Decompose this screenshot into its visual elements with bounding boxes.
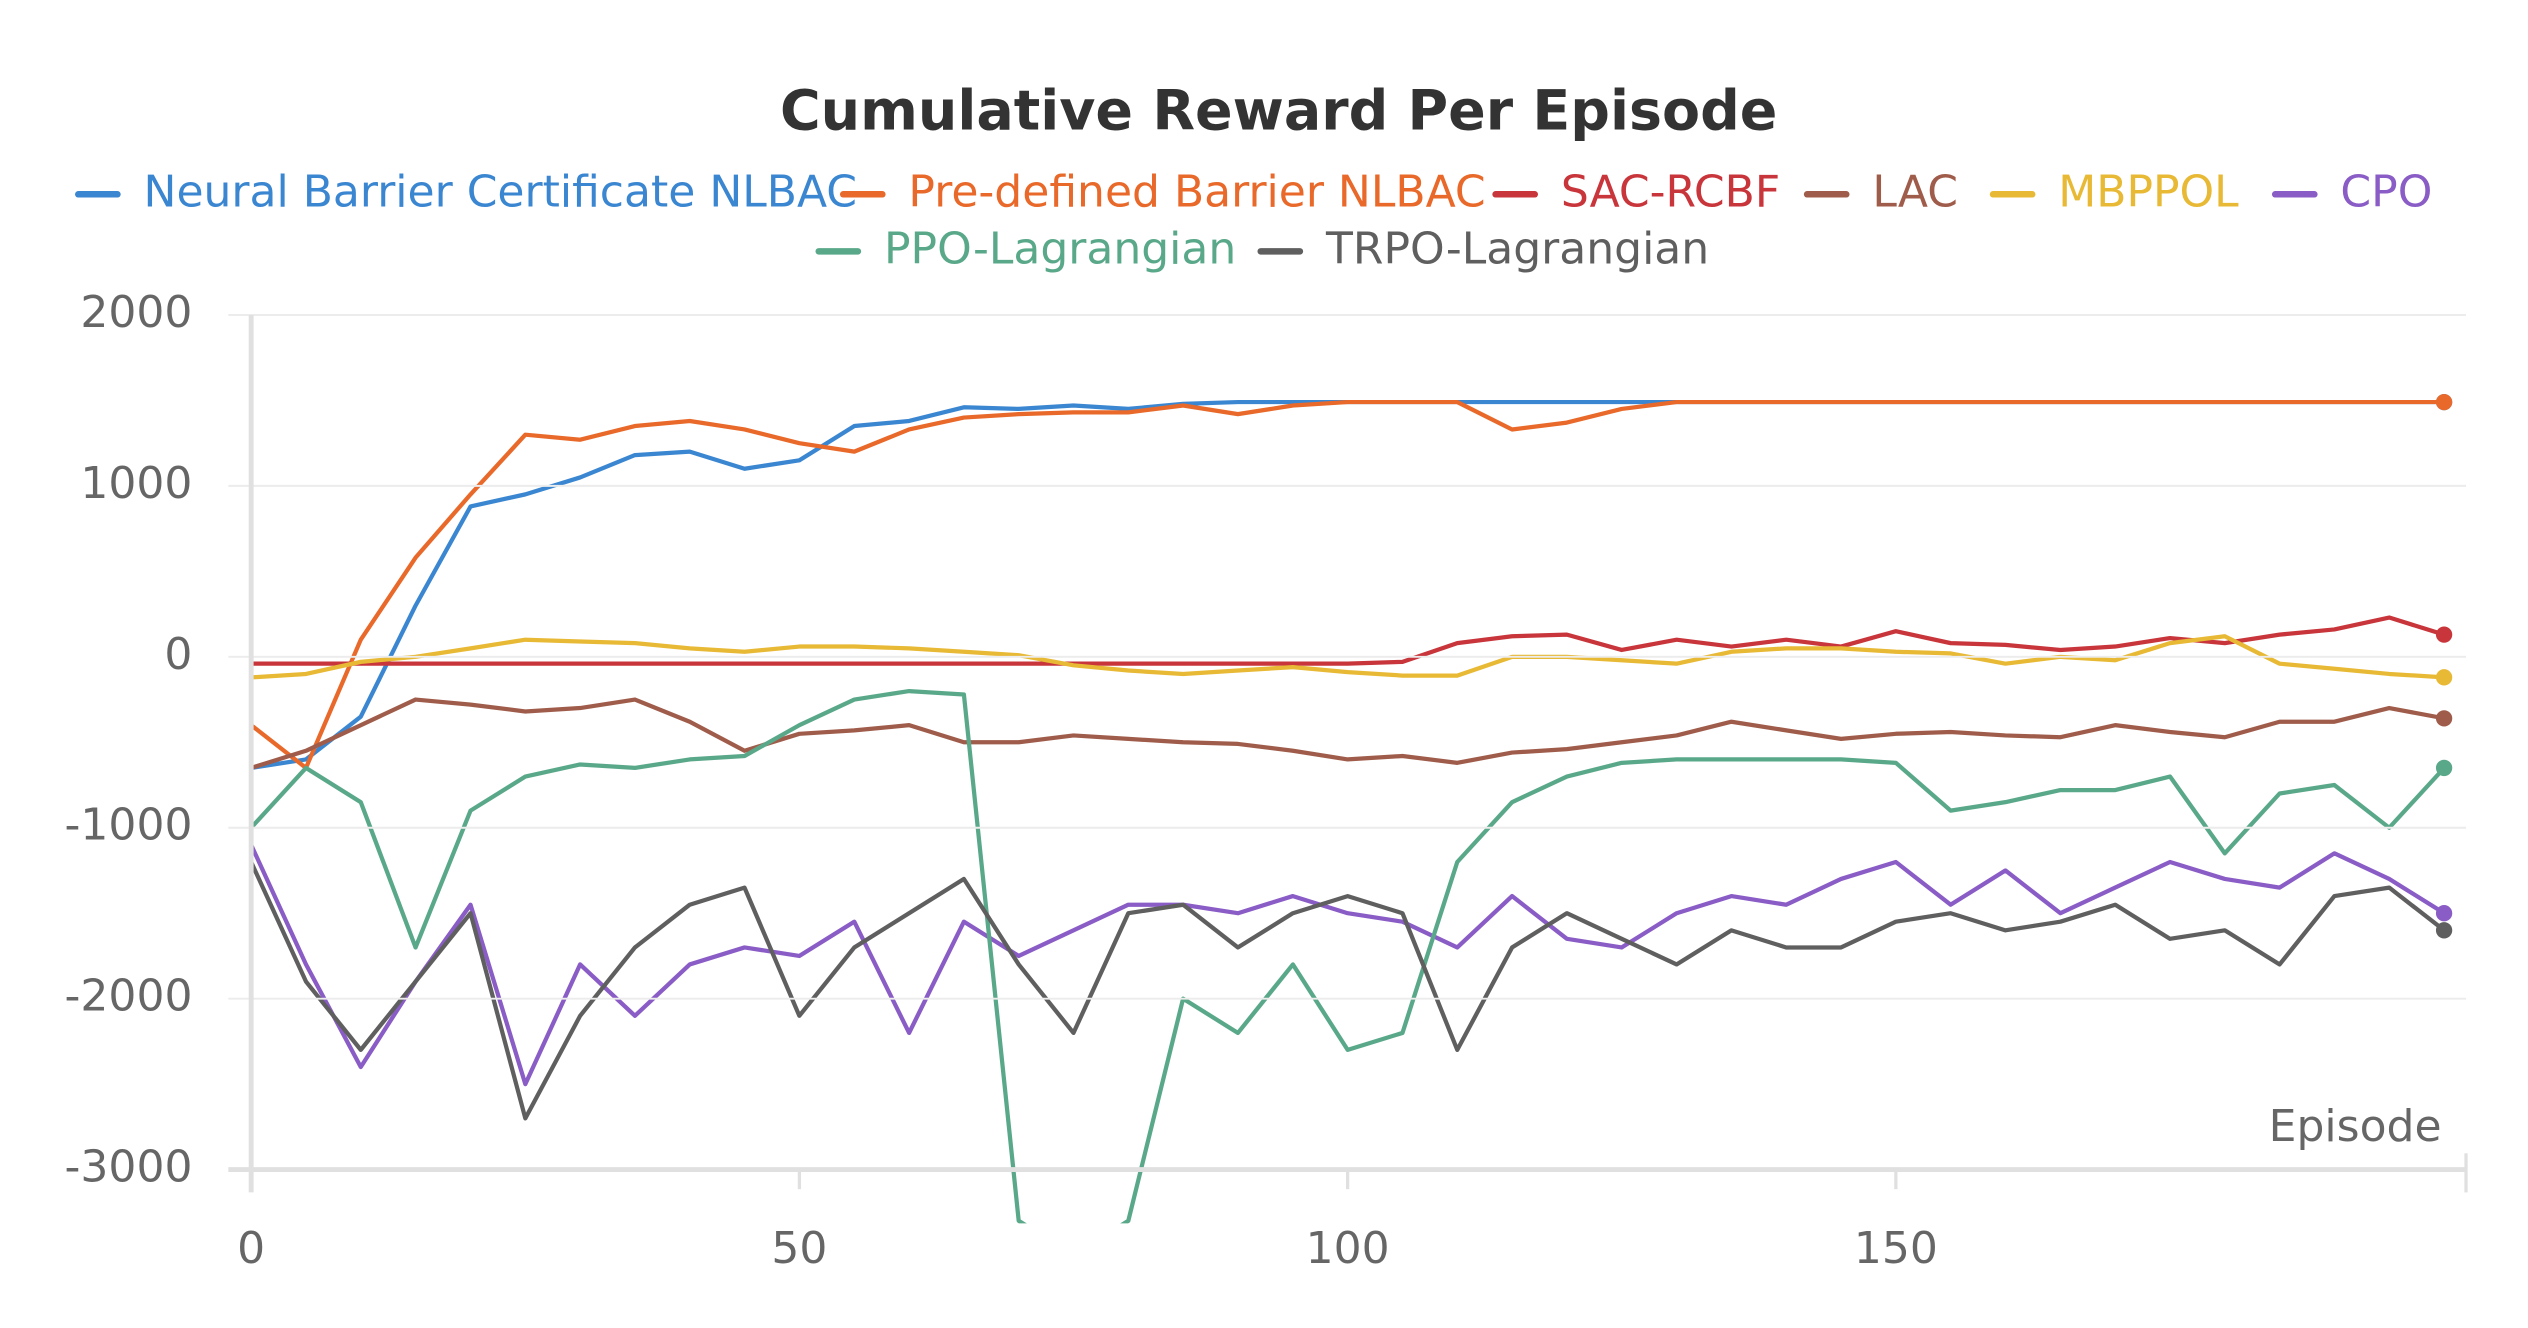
x-tick-label: 100 [1306,1223,1390,1274]
chart-title: Cumulative Reward Per Episode [780,79,1777,143]
legend-label: Pre-defined Barrier NLBAC [908,166,1485,217]
end-point [2435,710,2453,727]
series-line [249,688,2446,1224]
x-tick-label: 50 [771,1223,827,1274]
x-tick-label: 150 [1854,1223,1938,1274]
y-tick-label: -2000 [65,971,193,1022]
legend-label: SAC-RCBF [1561,166,1780,217]
x-tick-label: 0 [237,1223,265,1274]
y-tick-label: -1000 [65,800,193,851]
series-line [251,634,2445,680]
end-point [2435,393,2453,411]
y-tick-label: 0 [164,629,192,680]
series-line [249,399,2445,771]
y-tick-label: 1000 [80,458,192,509]
legend-label: MBPPOL [2058,166,2239,217]
plot-area [249,393,2453,1224]
x-axis-label: Episode [2269,1101,2442,1152]
series-line [251,615,2445,666]
end-point [2435,669,2453,686]
legend-label: LAC [1872,166,1958,217]
end-point [2435,626,2453,643]
end-point [2435,759,2453,777]
y-tick-label: 2000 [80,287,192,338]
series-line [249,861,2446,1121]
legend-label: Neural Barrier Certificate NLBAC [144,166,858,217]
legend-label: TRPO-Lagrangian [1325,223,1709,274]
legend-label: PPO-Lagrangian [884,223,1236,274]
end-point [2435,905,2453,922]
y-tick-label: -3000 [65,1142,193,1193]
series-line [250,399,2445,770]
legend-label: CPO [2340,166,2432,217]
series-line [250,697,2445,770]
end-point [2435,922,2453,939]
